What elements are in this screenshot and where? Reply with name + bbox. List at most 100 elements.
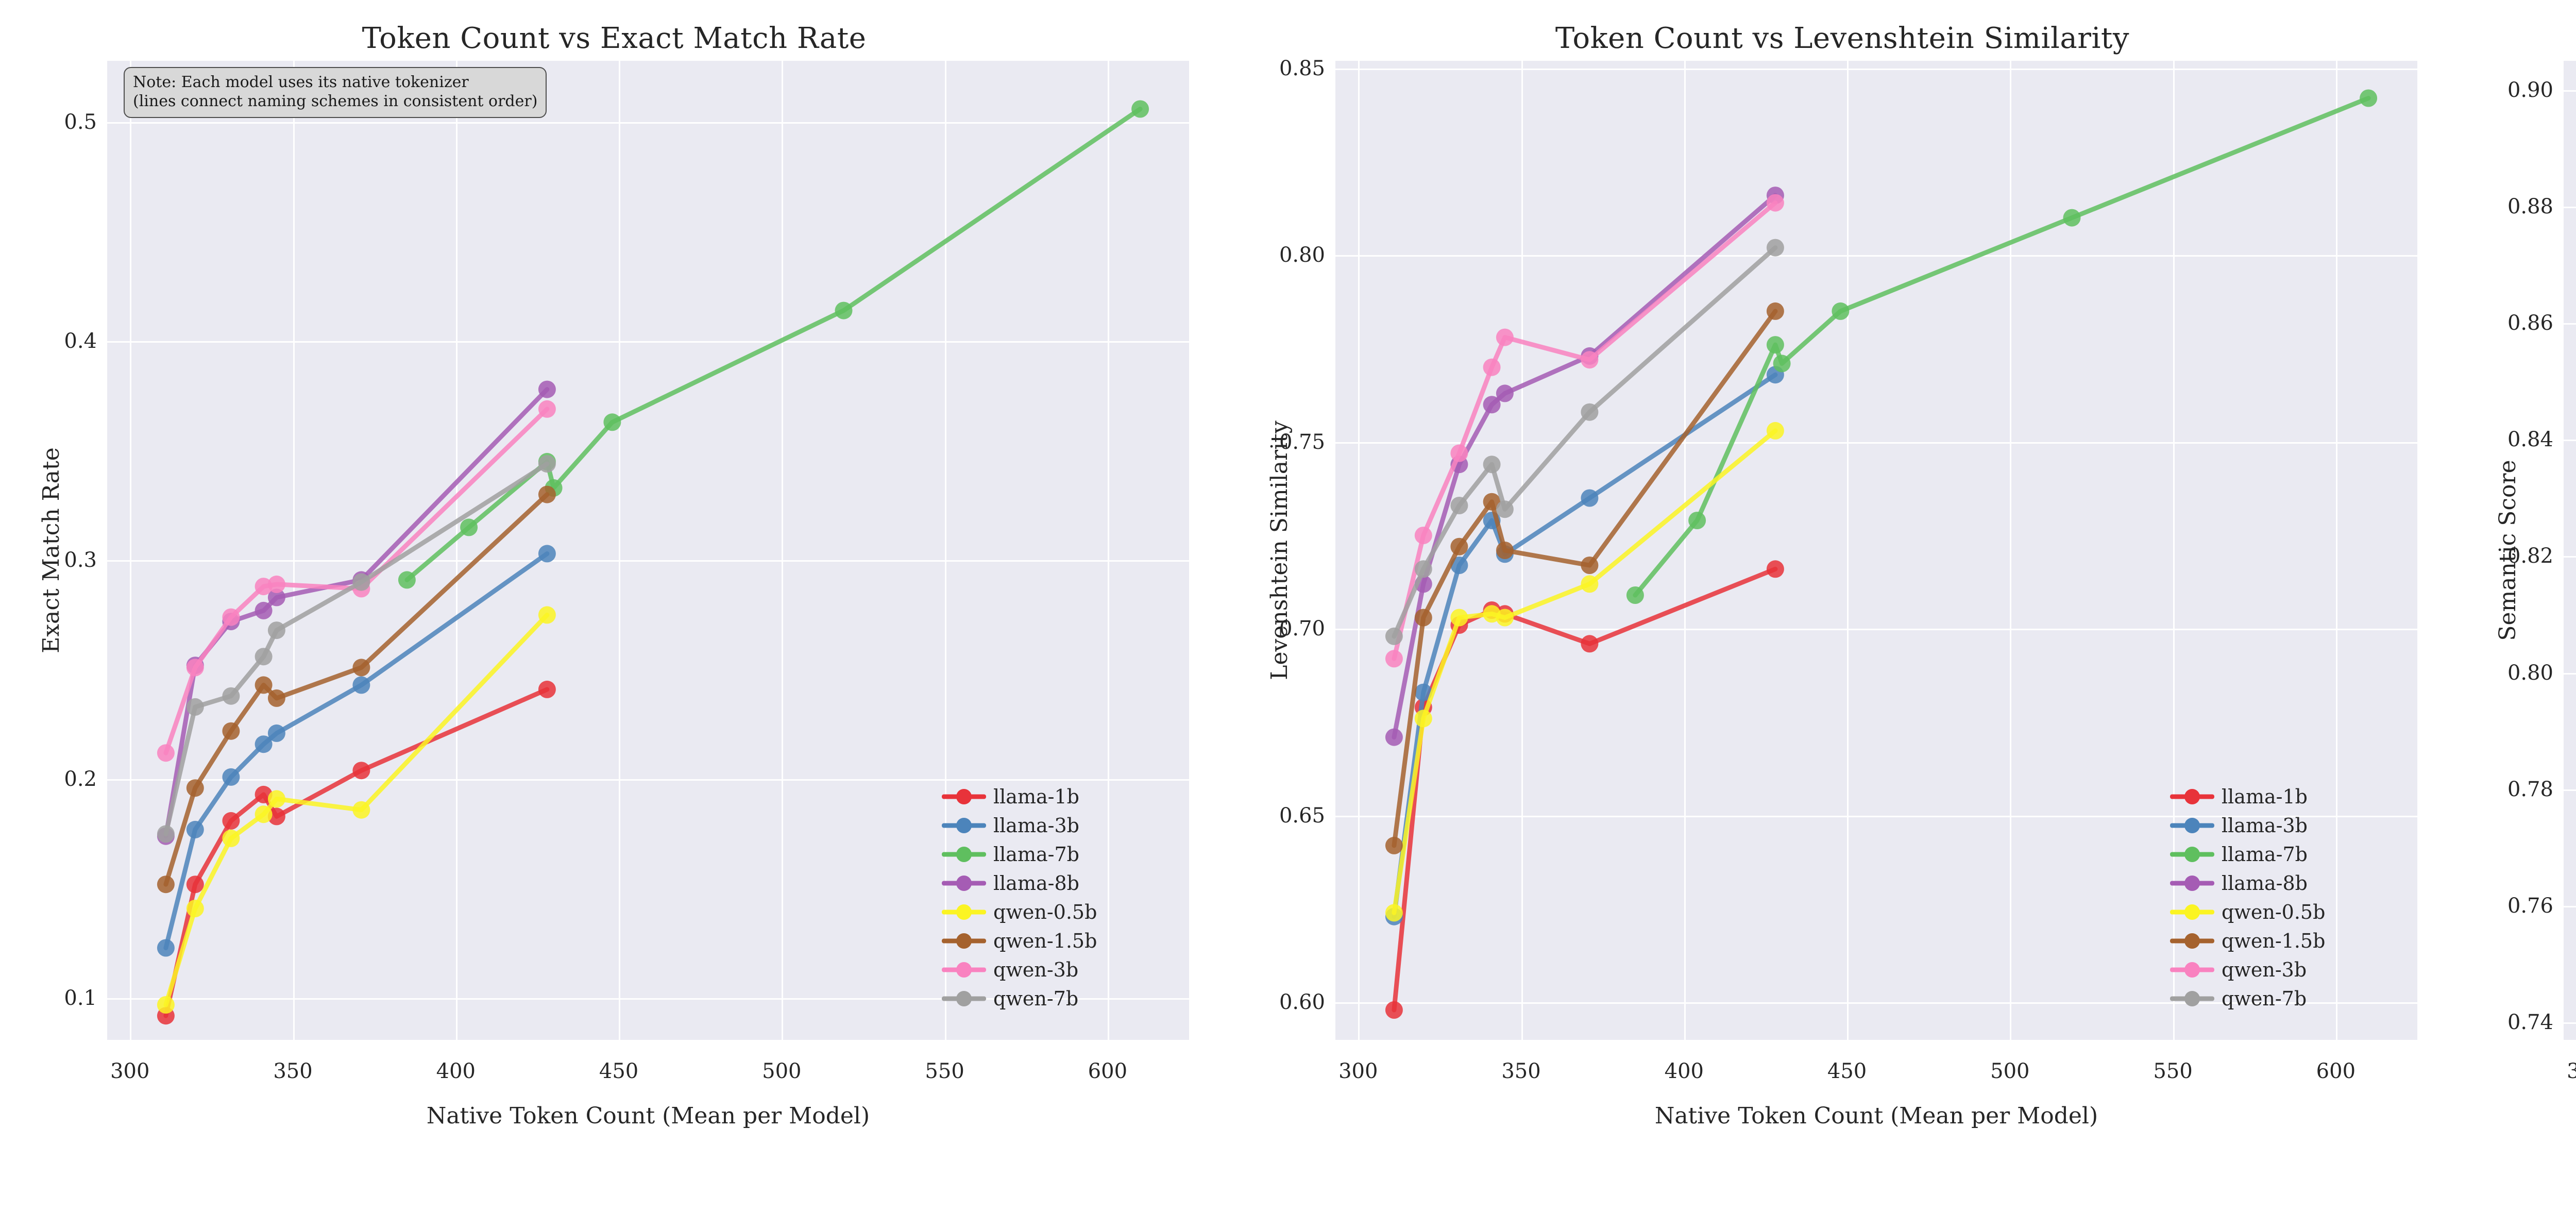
legend-item-qwen-0.5b[interactable]: qwen-0.5b <box>2170 898 2325 927</box>
data-point-qwen-1.5b <box>222 722 240 740</box>
data-point-qwen-0.5b <box>1385 904 1403 922</box>
data-point-llama-3b <box>1414 683 1432 701</box>
legend-label: llama-3b <box>993 814 1079 837</box>
data-point-qwen-3b <box>1385 650 1403 668</box>
y-tick-label: 0.60 <box>1279 990 1325 1015</box>
data-point-qwen-7b <box>1581 403 1599 421</box>
gridline-vertical <box>619 61 621 1040</box>
legend-item-llama-8b[interactable]: llama-8b <box>2170 869 2325 898</box>
y-tick-label: 0.82 <box>2507 544 2553 568</box>
legend-item-qwen-1.5b[interactable]: qwen-1.5b <box>2170 927 2325 955</box>
data-point-llama-8b <box>538 380 556 398</box>
legend-label: qwen-0.5b <box>993 901 1097 923</box>
legend-marker-icon <box>942 843 986 866</box>
legend-item-qwen-7b[interactable]: qwen-7b <box>2170 984 2325 1013</box>
gridline-vertical <box>293 61 295 1040</box>
data-point-qwen-0.5b <box>1414 710 1432 728</box>
gridline-horizontal <box>2564 206 2576 208</box>
data-point-qwen-1.5b <box>1766 302 1784 320</box>
data-point-llama-1b <box>186 876 204 894</box>
legend-label: qwen-0.5b <box>2222 901 2326 923</box>
data-point-llama-1b <box>538 680 556 698</box>
gridline-vertical <box>944 61 946 1040</box>
legend-marker-icon <box>942 901 986 923</box>
gridline-horizontal <box>1335 255 2417 257</box>
legend-item-llama-7b[interactable]: llama-7b <box>942 840 1097 869</box>
legend-label: llama-1b <box>2222 785 2308 808</box>
data-point-llama-1b <box>1766 560 1784 578</box>
data-point-qwen-1.5b <box>1385 836 1403 854</box>
legend-item-llama-3b[interactable]: llama-3b <box>2170 811 2325 840</box>
legend-label: llama-1b <box>993 785 1079 808</box>
data-point-llama-7b <box>1626 586 1644 604</box>
data-point-llama-3b <box>538 545 556 563</box>
legend-item-llama-3b[interactable]: llama-3b <box>942 811 1097 840</box>
legend-marker-icon <box>2170 872 2214 895</box>
y-tick-label: 0.76 <box>2507 894 2553 918</box>
data-point-llama-8b <box>267 588 285 607</box>
gridline-horizontal <box>1335 442 2417 444</box>
legend-item-llama-8b[interactable]: llama-8b <box>942 869 1097 898</box>
legend-marker-icon <box>942 814 986 837</box>
data-point-qwen-3b <box>1414 527 1432 544</box>
x-tick-label: 400 <box>436 1059 476 1083</box>
data-point-qwen-7b <box>1450 497 1468 514</box>
data-point-llama-3b <box>186 820 204 838</box>
gridline-horizontal <box>107 998 1189 1000</box>
data-point-llama-3b <box>255 735 273 753</box>
y-tick-label: 0.3 <box>64 548 97 573</box>
x-tick-label: 350 <box>1501 1059 1541 1083</box>
data-point-llama-1b <box>1581 635 1599 653</box>
data-point-llama-3b <box>157 939 175 957</box>
series-layer <box>1385 89 2378 1019</box>
data-point-llama-1b <box>267 807 285 826</box>
series-line-llama-3b <box>163 551 550 950</box>
gridline-horizontal <box>107 122 1189 124</box>
gridline-vertical <box>1107 61 1109 1040</box>
data-point-llama-8b <box>1385 728 1403 746</box>
data-point-qwen-3b <box>1581 351 1599 369</box>
gridline-vertical <box>2173 61 2175 1040</box>
legend-marker-icon <box>2170 901 2214 923</box>
gridline-vertical <box>782 61 784 1040</box>
data-point-llama-7b <box>2063 209 2081 227</box>
legend-item-qwen-7b[interactable]: qwen-7b <box>942 984 1097 1013</box>
legend-label: llama-8b <box>993 872 1079 895</box>
y-tick-label: 0.70 <box>1279 617 1325 641</box>
y-tick-label: 0.74 <box>2507 1011 2553 1035</box>
legend-item-llama-1b[interactable]: llama-1b <box>942 782 1097 811</box>
data-point-qwen-7b <box>352 573 370 591</box>
legend-marker-icon <box>2170 987 2214 1010</box>
data-point-qwen-1.5b <box>157 876 175 894</box>
panel-title: Token Count vs Exact Match Rate <box>362 22 867 55</box>
data-point-qwen-1.5b <box>1496 542 1514 559</box>
y-tick-label: 0.2 <box>64 767 97 792</box>
data-point-llama-3b <box>267 724 285 742</box>
x-tick-label: 350 <box>273 1059 313 1083</box>
data-point-qwen-0.5b <box>1766 422 1784 440</box>
x-tick-label: 500 <box>1990 1059 2030 1083</box>
gridline-horizontal <box>2564 323 2576 325</box>
data-point-qwen-0.5b <box>255 805 273 823</box>
gridline-horizontal <box>2564 90 2576 92</box>
x-tick-label: 300 <box>1338 1059 1378 1083</box>
legend-label: qwen-1.5b <box>993 930 1097 952</box>
data-point-llama-1b <box>1385 1001 1403 1019</box>
legend-item-qwen-1.5b[interactable]: qwen-1.5b <box>942 927 1097 955</box>
plot-wrap: 0.60 0.65 0.70 0.75 0.80 0.85 300 350 400 450 500 5… <box>1228 0 2456 1212</box>
data-point-qwen-1.5b <box>1581 557 1599 574</box>
y-tick-label: 0.5 <box>64 110 97 134</box>
gridline-vertical <box>2335 61 2337 1040</box>
data-point-qwen-0.5b <box>538 606 556 624</box>
data-point-qwen-3b <box>157 744 175 762</box>
legend-item-qwen-0.5b[interactable]: qwen-0.5b <box>942 898 1097 927</box>
legend-item-qwen-3b[interactable]: qwen-3b <box>2170 955 2325 984</box>
legend-item-llama-1b[interactable]: llama-1b <box>2170 782 2325 811</box>
data-point-qwen-7b <box>186 698 204 716</box>
data-point-llama-8b <box>1496 384 1514 402</box>
legend-item-qwen-3b[interactable]: qwen-3b <box>942 955 1097 984</box>
note-annotation: Note: Each model uses its native tokeniz… <box>124 67 547 119</box>
legend-item-llama-7b[interactable]: llama-7b <box>2170 840 2325 869</box>
data-point-qwen-0.5b <box>1581 575 1599 593</box>
